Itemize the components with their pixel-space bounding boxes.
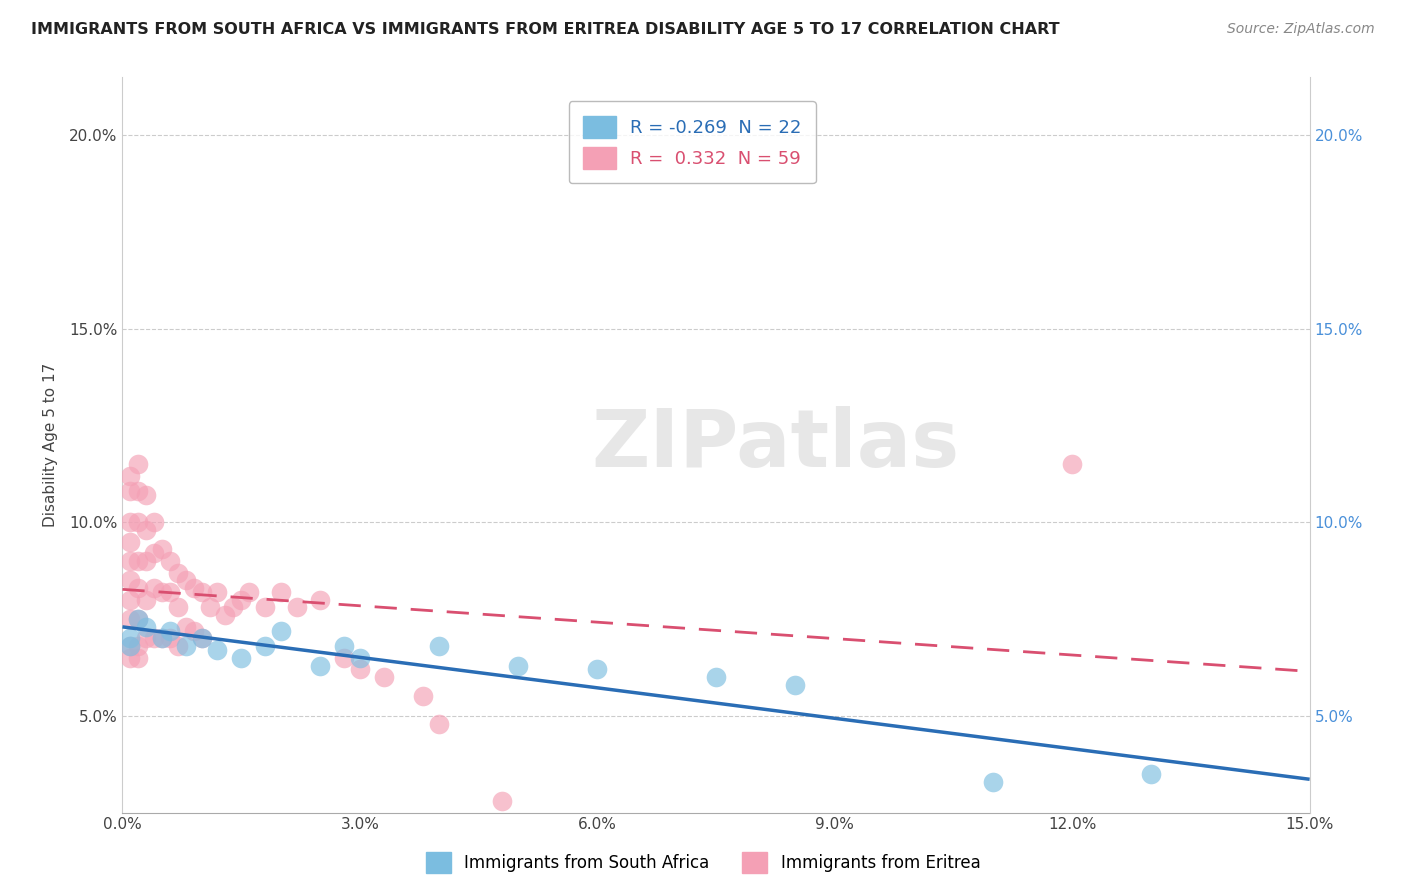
Point — [120, 554, 142, 568]
Point — [159, 624, 181, 638]
Point — [135, 523, 157, 537]
Point — [207, 643, 229, 657]
Point — [333, 650, 356, 665]
Point — [120, 574, 142, 588]
Point — [159, 554, 181, 568]
Point — [135, 620, 157, 634]
Point — [135, 554, 157, 568]
Point — [508, 658, 530, 673]
Point — [349, 662, 371, 676]
Point — [143, 546, 166, 560]
Point — [704, 670, 727, 684]
Point — [127, 639, 149, 653]
Point — [120, 639, 142, 653]
Point — [253, 639, 276, 653]
Point — [207, 585, 229, 599]
Point — [159, 585, 181, 599]
Point — [120, 484, 142, 499]
Point — [270, 624, 292, 638]
Point — [167, 600, 190, 615]
Point — [174, 639, 197, 653]
Point — [491, 794, 513, 808]
Point — [127, 612, 149, 626]
Point — [231, 592, 253, 607]
Point — [127, 484, 149, 499]
Point — [127, 612, 149, 626]
Point — [586, 662, 609, 676]
Point — [198, 600, 221, 615]
Point — [167, 639, 190, 653]
Text: IMMIGRANTS FROM SOUTH AFRICA VS IMMIGRANTS FROM ERITREA DISABILITY AGE 5 TO 17 C: IMMIGRANTS FROM SOUTH AFRICA VS IMMIGRAN… — [31, 22, 1060, 37]
Point — [349, 650, 371, 665]
Point — [253, 600, 276, 615]
Point — [214, 608, 236, 623]
Legend: R = -0.269  N = 22, R =  0.332  N = 59: R = -0.269 N = 22, R = 0.332 N = 59 — [568, 101, 815, 183]
Point — [190, 585, 212, 599]
Point — [190, 632, 212, 646]
Point — [127, 581, 149, 595]
Point — [412, 690, 434, 704]
Point — [127, 650, 149, 665]
Point — [174, 574, 197, 588]
Point — [190, 632, 212, 646]
Point — [143, 516, 166, 530]
Point — [150, 632, 173, 646]
Legend: Immigrants from South Africa, Immigrants from Eritrea: Immigrants from South Africa, Immigrants… — [419, 846, 987, 880]
Point — [1062, 458, 1084, 472]
Point — [135, 488, 157, 502]
Point — [285, 600, 308, 615]
Point — [231, 650, 253, 665]
Point — [120, 639, 142, 653]
Point — [238, 585, 260, 599]
Point — [127, 516, 149, 530]
Point — [135, 632, 157, 646]
Y-axis label: Disability Age 5 to 17: Disability Age 5 to 17 — [44, 363, 58, 527]
Text: Source: ZipAtlas.com: Source: ZipAtlas.com — [1227, 22, 1375, 37]
Point — [120, 516, 142, 530]
Point — [333, 639, 356, 653]
Point — [143, 632, 166, 646]
Point — [427, 639, 450, 653]
Point — [120, 632, 142, 646]
Point — [159, 632, 181, 646]
Point — [120, 469, 142, 483]
Point — [309, 592, 332, 607]
Point — [981, 774, 1004, 789]
Point — [183, 624, 205, 638]
Point — [373, 670, 395, 684]
Point — [143, 581, 166, 595]
Point — [127, 554, 149, 568]
Point — [150, 542, 173, 557]
Point — [427, 716, 450, 731]
Point — [120, 534, 142, 549]
Point — [270, 585, 292, 599]
Point — [150, 632, 173, 646]
Point — [183, 581, 205, 595]
Point — [222, 600, 245, 615]
Point — [127, 458, 149, 472]
Point — [174, 620, 197, 634]
Point — [120, 650, 142, 665]
Point — [309, 658, 332, 673]
Point — [167, 566, 190, 580]
Point — [120, 612, 142, 626]
Point — [120, 592, 142, 607]
Point — [785, 678, 807, 692]
Point — [135, 592, 157, 607]
Text: ZIPatlas: ZIPatlas — [592, 406, 959, 484]
Point — [150, 585, 173, 599]
Point — [1140, 767, 1163, 781]
